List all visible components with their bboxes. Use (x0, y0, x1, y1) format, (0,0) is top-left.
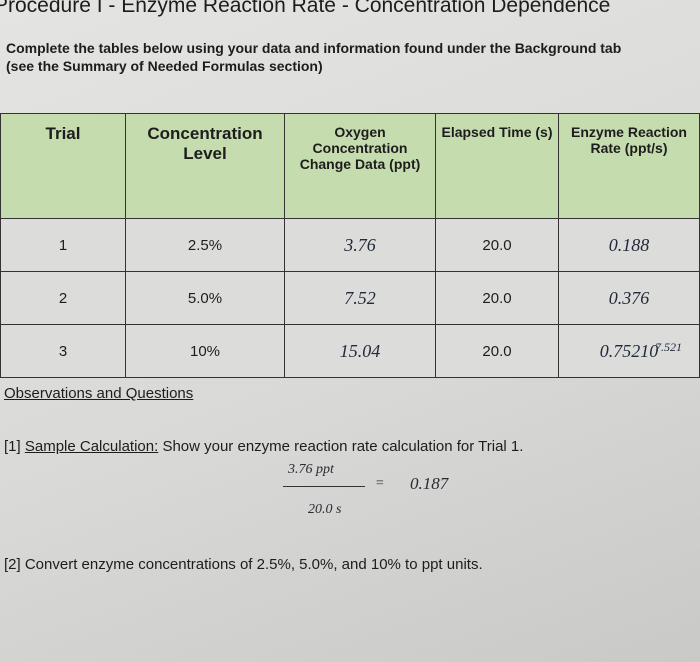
title: Procedure I - Enzyme Reaction Rate - Con… (0, 0, 611, 17)
handwritten-cell: 15.04 (284, 324, 436, 378)
fraction-bar (283, 486, 365, 487)
handwritten-cell: 0.188 (558, 218, 700, 272)
table-row: 3 10% 15.04 20.0 0.75210 (0, 324, 700, 378)
question-text: Show your enzyme reaction rate calculati… (162, 438, 524, 455)
table-cell: 2 (0, 271, 126, 325)
table-row: 1 2.5% 3.76 20.0 0.188 (0, 218, 700, 272)
table-cell: 20.0 (435, 271, 559, 325)
table-cell: 5.0% (125, 271, 285, 325)
question: [2] Convert enzyme concentrations of 2.5… (4, 556, 483, 573)
instructions: (see the Summary of Needed Formulas sect… (6, 58, 323, 74)
column-header: Concentration Level (125, 113, 285, 219)
section-heading: Observations and Questions (4, 385, 194, 402)
column-header: Enzyme Reaction Rate (ppt/s) (558, 113, 700, 219)
header-row: Trial Concentration Level Oxygen Concent… (0, 113, 700, 219)
calc-equals: = (375, 476, 385, 491)
column-header: Oxygen Concentration Change Data (ppt) (284, 113, 436, 219)
table-cell: 3 (0, 324, 126, 378)
column-header: Trial (0, 113, 126, 219)
calc-denominator: 20.0 s (308, 502, 342, 517)
table-cell: 20.0 (435, 218, 559, 272)
calc-numerator: 3.76 ppt (288, 462, 334, 477)
handwritten-cell: 0.376 (558, 271, 700, 325)
instructions: Complete the tables below using your dat… (6, 40, 622, 56)
data-table: Trial Concentration Level Oxygen Concent… (0, 113, 700, 378)
table-cell: 10% (125, 324, 285, 378)
calc-result: 0.187 (410, 474, 449, 493)
handwritten-cell: 0.75210 (558, 324, 700, 378)
handwritten-note: 7.521 (655, 340, 682, 354)
question-number: [1] (4, 438, 21, 455)
question: [1] Sample Calculation: Show your enzyme… (4, 438, 523, 455)
table-cell: 20.0 (435, 324, 559, 378)
table-row: 2 5.0% 7.52 20.0 0.376 (0, 271, 700, 325)
column-header: Elapsed Time (s) (435, 113, 559, 219)
handwritten-cell: 7.52 (284, 271, 436, 325)
table-cell: 1 (0, 218, 126, 272)
question-label: Sample Calculation: (24, 438, 159, 455)
handwritten-cell: 3.76 (284, 218, 436, 272)
table-cell: 2.5% (125, 218, 285, 272)
